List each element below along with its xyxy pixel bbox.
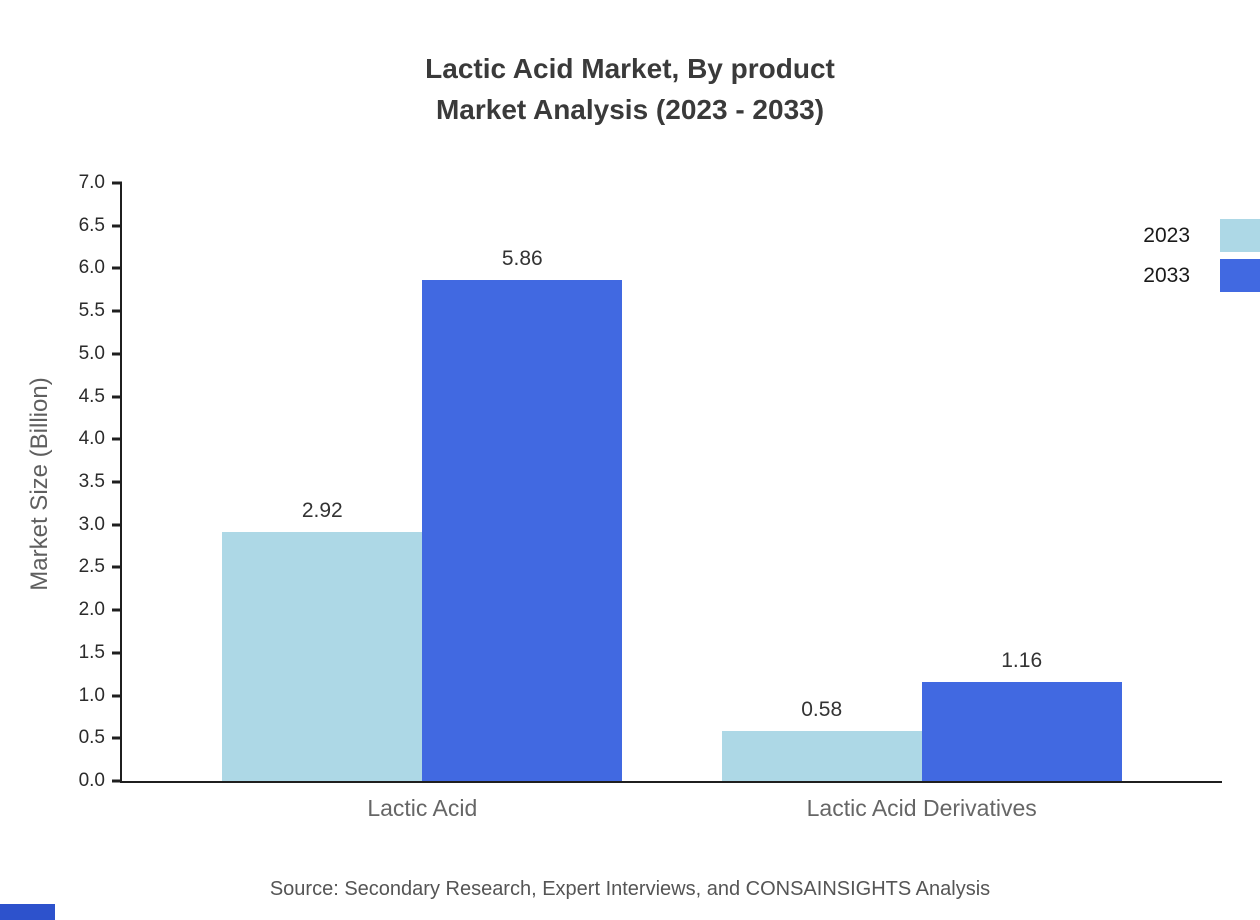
y-tick-mark xyxy=(112,480,122,484)
y-tick-mark xyxy=(112,352,122,356)
y-tick-label: 6.0 xyxy=(78,257,105,279)
legend-swatch-2033 xyxy=(1220,259,1260,292)
y-tick-mark xyxy=(112,694,122,698)
bottom-left-accent-bar xyxy=(0,904,55,920)
bar-value-label: 5.86 xyxy=(501,247,543,271)
y-tick-label: 4.5 xyxy=(78,385,105,407)
y-tick-label: 1.0 xyxy=(78,684,105,706)
y-tick-mark xyxy=(112,736,122,740)
y-tick-mark xyxy=(112,309,122,313)
source-note: Source: Secondary Research, Expert Inter… xyxy=(269,878,991,900)
bar-value-label: 2.92 xyxy=(301,498,343,522)
y-tick-mark xyxy=(112,608,122,612)
bar-value-label: 0.58 xyxy=(801,698,843,722)
y-tick-label: 1.5 xyxy=(78,641,105,663)
chart-title-line2: Market Analysis (2023 - 2033) xyxy=(435,94,825,125)
y-tick-label: 3.5 xyxy=(78,471,105,492)
legend: 2023 2033 xyxy=(1143,219,1260,292)
y-tick-label: 3.0 xyxy=(78,513,105,535)
y-tick-mark xyxy=(112,266,122,270)
y-tick-mark xyxy=(112,437,122,441)
y-tick-mark xyxy=(112,565,122,569)
legend-label-2033: 2033 xyxy=(1143,263,1190,287)
y-tick-label: 4.0 xyxy=(78,428,105,450)
legend-entry-2033: 2033 xyxy=(1143,259,1260,292)
y-tick-label: 6.5 xyxy=(78,214,105,236)
bar-2033-lactic-acid-derivatives xyxy=(921,681,1122,781)
legend-label-2023: 2023 xyxy=(1143,223,1190,247)
y-tick-label: 0.0 xyxy=(78,770,105,791)
y-tick-label: 2.5 xyxy=(78,556,105,578)
y-tick-mark xyxy=(112,523,122,527)
y-tick-label: 0.5 xyxy=(78,727,105,749)
y-tick-mark xyxy=(112,779,122,783)
y-tick-mark xyxy=(112,181,122,185)
chart-title-line1: Lactic Acid Market, By product xyxy=(425,53,835,84)
y-tick-label: 5.0 xyxy=(78,342,105,364)
y-tick-label: 7.0 xyxy=(78,172,105,193)
y-tick-label: 2.0 xyxy=(78,599,105,621)
x-category-label: Lactic Acid Derivatives xyxy=(806,795,1037,821)
legend-swatch-2023 xyxy=(1220,219,1260,252)
y-tick-mark xyxy=(112,395,122,399)
chart-title: Lactic Acid Market, By product Market An… xyxy=(0,48,1260,130)
y-tick-mark xyxy=(112,224,122,228)
bar-2023-lactic-acid xyxy=(222,531,423,781)
x-category-label: Lactic Acid xyxy=(367,795,478,821)
bar-value-label: 1.16 xyxy=(1001,648,1043,672)
y-tick-label: 5.5 xyxy=(78,300,105,322)
bar-2033-lactic-acid xyxy=(422,280,623,781)
legend-entry-2023: 2023 xyxy=(1143,219,1260,252)
y-tick-mark xyxy=(112,651,122,655)
plot-area: 0.0 0.5 1.0 1.5 2.0 2.5 3.0 3.5 4.0 4.5 5.0 5.5 6.0 6… xyxy=(79,172,1222,821)
bar-2023-lactic-acid-derivatives xyxy=(721,731,922,781)
